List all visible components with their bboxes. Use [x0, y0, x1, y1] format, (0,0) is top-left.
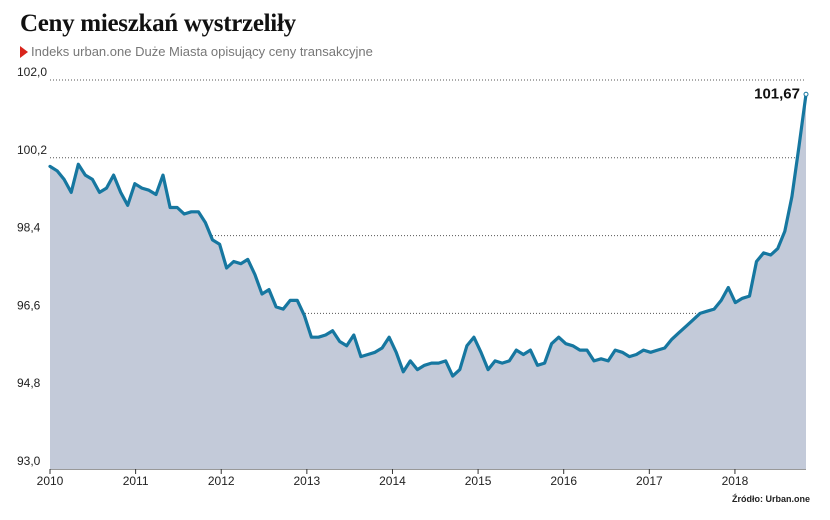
chart-subtitle-text: Indeks urban.one Duże Miasta opisujący c…	[31, 44, 373, 59]
last-point-marker	[803, 91, 809, 97]
y-tick-label: 98,4	[17, 221, 41, 235]
chart-subtitle: Indeks urban.one Duże Miasta opisujący c…	[20, 44, 373, 59]
red-triangle-icon	[20, 45, 28, 58]
chart-title: Ceny mieszkań wystrzeliły	[20, 10, 296, 37]
y-tick-label: 93,0	[17, 454, 41, 468]
x-tick-label: 2018	[722, 474, 749, 488]
y-tick-label: 96,6	[17, 298, 41, 312]
source-note: Źródło: Urban.one	[732, 494, 810, 504]
line-layer	[48, 92, 808, 378]
x-tick-label: 2012	[208, 474, 235, 488]
x-tick-label: 2014	[379, 474, 406, 488]
last-value-label: 101,67	[754, 85, 800, 102]
x-tick-label: 2011	[123, 474, 149, 488]
area-layer	[50, 94, 806, 470]
y-axis-ticks: 93,0 94,8 96,6 98,4 100,2 102,0	[17, 65, 47, 468]
series-line	[48, 92, 808, 378]
y-tick-label: 102,0	[17, 65, 47, 79]
x-axis-ticks: 2010 2011 2012 2013 2014 2015 2016 2017 2018	[37, 469, 749, 488]
series-area	[50, 94, 806, 470]
y-tick-label: 100,2	[17, 143, 47, 157]
x-tick-label: 2015	[465, 474, 492, 488]
x-tick-label: 2017	[636, 474, 663, 488]
y-tick-label: 94,8	[17, 376, 41, 390]
x-tick-label: 2016	[550, 474, 577, 488]
x-tick-label: 2013	[294, 474, 321, 488]
annotations: 101,67	[754, 85, 809, 102]
x-tick-label: 2010	[37, 474, 64, 488]
